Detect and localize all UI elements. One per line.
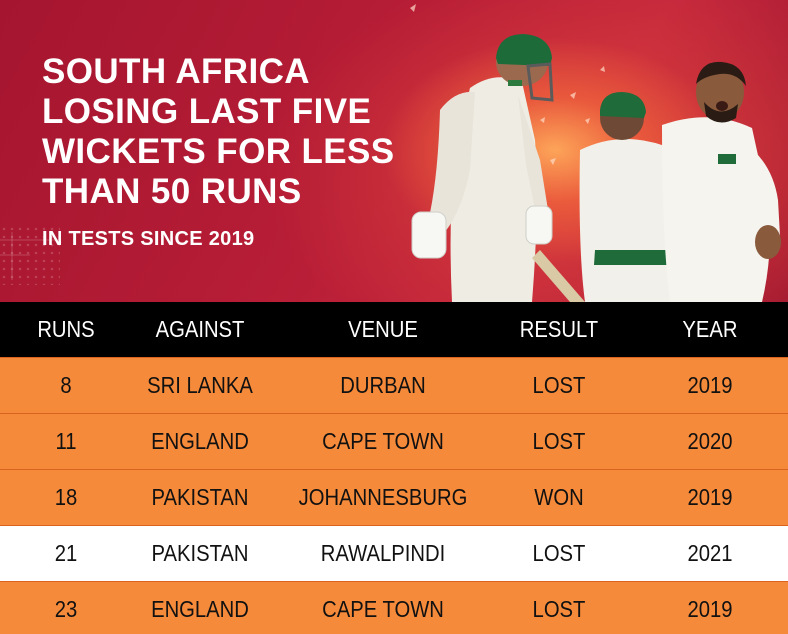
column-header-against: AGAINST [155,316,245,342]
table-row: 18 PAKISTAN JOHANNESBURG WON 2019 [0,469,788,525]
runs-cell: 11 [55,428,77,454]
venue-cell: JOHANNESBURG [298,484,468,510]
column-header-result: RESULT [519,316,599,342]
hero-banner: SOUTH AFRICA LOSING LAST FIVE WICKETS FO… [0,0,788,302]
venue-cell: RAWALPINDI [320,540,446,566]
result-cell: LOST [532,372,586,398]
headline-line: WICKETS FOR LESS [42,132,395,171]
year-cell: 2021 [687,540,733,566]
against-cell: PAKISTAN [151,484,249,510]
result-cell: LOST [532,596,586,622]
headline-line: LOSING LAST FIVE [42,92,372,131]
against-cell: ENGLAND [151,428,249,454]
year-cell: 2020 [687,428,733,454]
headline-line: SOUTH AFRICA [42,52,310,91]
runs-cell: 23 [54,596,78,622]
venue-cell: CAPE TOWN [322,428,444,454]
result-cell: LOST [532,540,586,566]
venue-cell: CAPE TOWN [322,596,444,622]
batsman-figure [411,34,585,302]
runs-cell: 21 [54,540,78,566]
decorative-lines [0,232,60,280]
bowler-figure [662,61,781,302]
headline: SOUTH AFRICA LOSING LAST FIVE WICKETS FO… [42,52,442,212]
table-header-row: RUNS AGAINST VENUE RESULT YEAR [0,302,788,357]
year-cell: 2019 [687,596,733,622]
cricket-players-photo [410,4,781,302]
stats-table: RUNS AGAINST VENUE RESULT YEAR 8 SRI LAN… [0,302,788,634]
venue-cell: DURBAN [340,372,426,398]
column-header-runs: RUNS [37,316,95,342]
table-row: 21 PAKISTAN RAWALPINDI LOST 2021 [0,525,788,581]
subheadline: IN TESTS SINCE 2019 [42,228,255,250]
column-header-year: YEAR [682,316,738,342]
result-cell: LOST [532,428,586,454]
runs-cell: 18 [54,484,78,510]
column-header-venue: VENUE [348,316,418,342]
against-cell: ENGLAND [151,596,249,622]
year-cell: 2019 [687,372,733,398]
against-cell: SRI LANKA [147,372,253,398]
dot-pattern [0,225,60,285]
result-cell: WON [534,484,584,510]
year-cell: 2019 [687,484,733,510]
runs-cell: 8 [60,372,72,398]
headline-line: THAN 50 RUNS [42,172,302,211]
table-row: 23 ENGLAND CAPE TOWN LOST 2019 [0,581,788,634]
table-row: 11 ENGLAND CAPE TOWN LOST 2020 [0,413,788,469]
table-row: 8 SRI LANKA DURBAN LOST 2019 [0,357,788,413]
against-cell: PAKISTAN [151,540,249,566]
